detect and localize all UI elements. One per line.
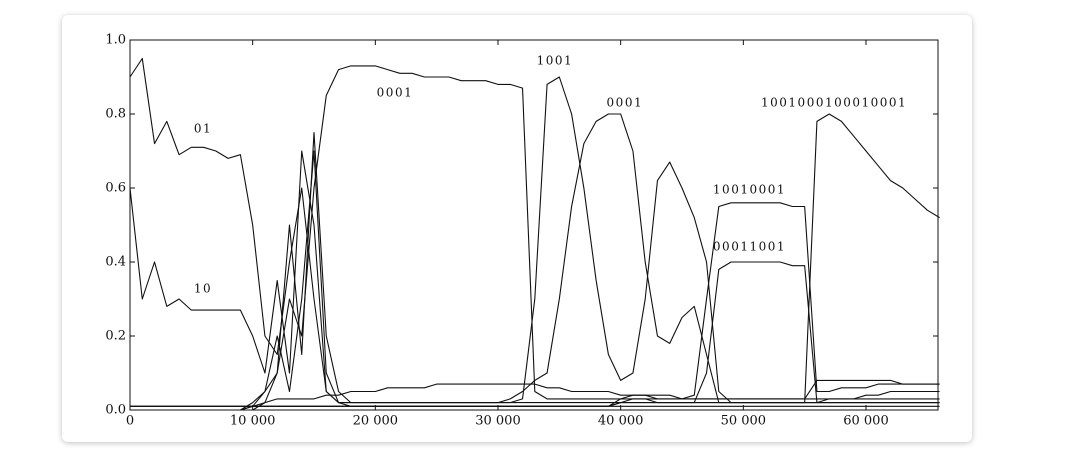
x-tick-label: 0 (126, 414, 134, 429)
x-tick-label: 10 000 (230, 414, 276, 429)
x-tick-label: 20 000 (353, 414, 399, 429)
series-line (130, 65, 940, 411)
x-tick-label: 40 000 (598, 414, 644, 429)
series-line (130, 113, 940, 407)
annotation: 10 (194, 282, 212, 296)
annotation: 0001 (377, 85, 414, 99)
y-tick-label: 0.4 (105, 255, 126, 270)
annotation: 00011001 (713, 240, 786, 254)
y-tick-label: 0.6 (105, 181, 126, 196)
y-tick-label: 0.8 (105, 107, 126, 122)
series-line (130, 76, 940, 411)
y-tick-label: 1.0 (105, 33, 126, 48)
y-tick-label: 0.0 (105, 403, 126, 418)
x-tick-label: 30 000 (475, 414, 521, 429)
x-tick-label: 60 000 (843, 414, 889, 429)
annotation: 0001 (607, 95, 644, 109)
series-line (130, 379, 940, 411)
annotation: 1001000100010001 (761, 95, 907, 109)
series-line (129, 150, 940, 404)
series-line (130, 202, 940, 407)
x-tick-label: 50 000 (721, 414, 767, 429)
series-line (129, 57, 940, 407)
annotation: 10010001 (713, 182, 786, 196)
y-tick-label: 0.2 (105, 329, 126, 344)
series-line (130, 113, 940, 411)
annotation: 1001 (537, 54, 574, 68)
annotation: 01 (194, 121, 212, 135)
plot-frame (129, 39, 939, 411)
